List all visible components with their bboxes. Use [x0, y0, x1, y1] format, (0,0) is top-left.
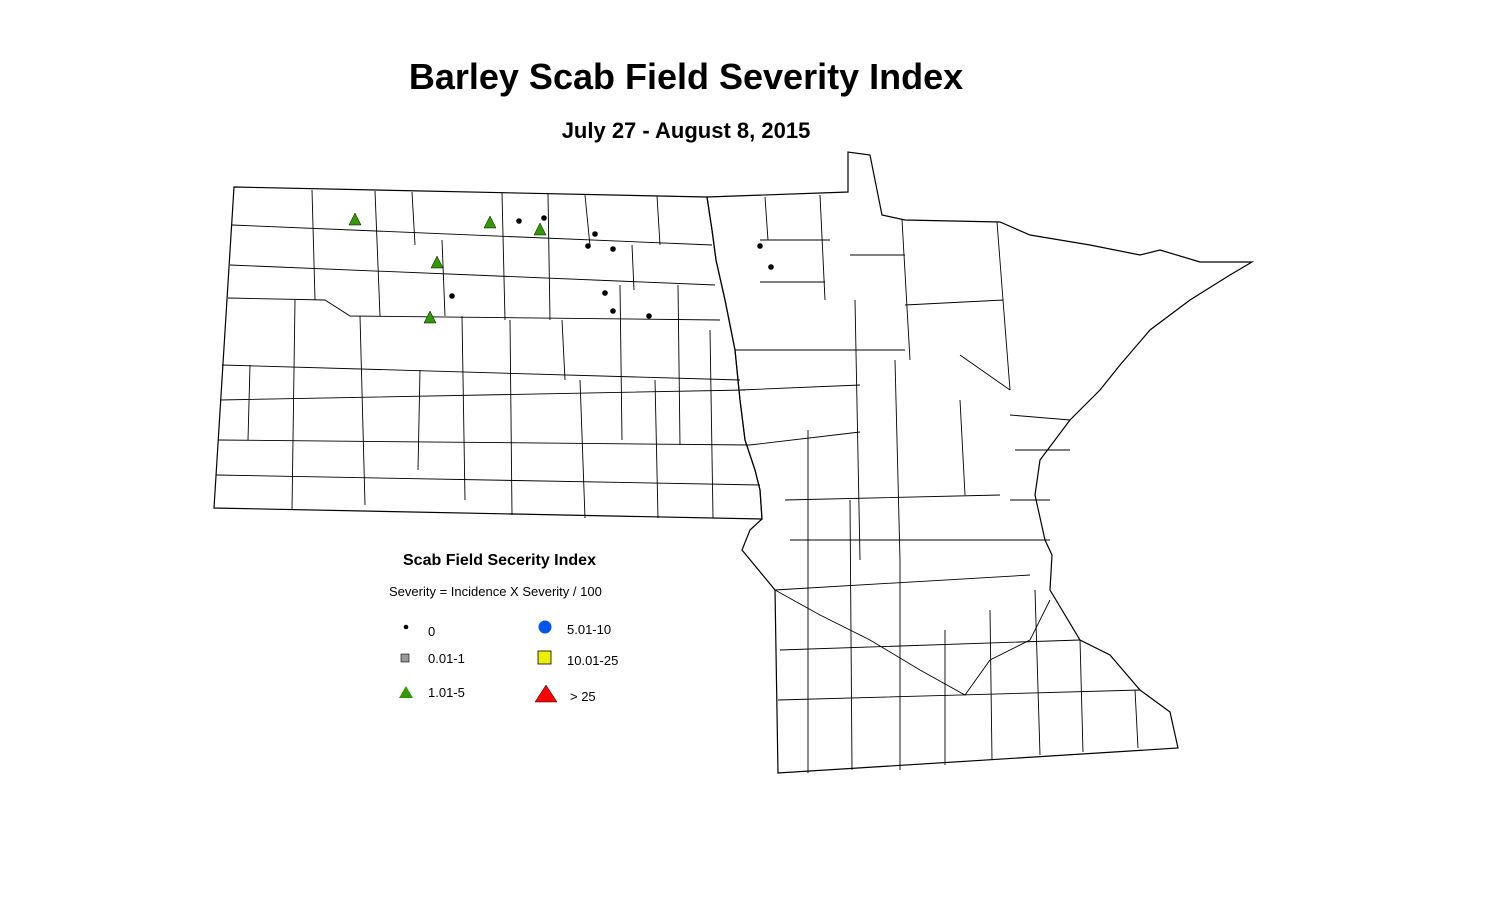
- map-subtitle: July 27 - August 8, 2015: [561, 118, 811, 143]
- legend-title: Scab Field Secerity Index: [403, 552, 596, 569]
- dot-marker: [585, 243, 591, 249]
- dot-marker: [541, 215, 547, 221]
- legend-label: > 25: [570, 689, 596, 704]
- minnesota-outline: [706, 151, 1255, 774]
- triangle-marker: [348, 212, 362, 226]
- dot-marker: [757, 243, 763, 249]
- triangle-marker: [533, 222, 547, 236]
- county-lines: [215, 189, 1141, 773]
- dot-marker: [610, 246, 616, 252]
- triangle-marker: [423, 310, 437, 324]
- north-dakota-outline: [213, 186, 763, 520]
- map-title: Barley Scab Field Severity Index: [408, 56, 964, 97]
- observation-points: [348, 212, 774, 324]
- legend-yellow-square-icon: [537, 650, 552, 665]
- legend-label: 1.01-5: [428, 685, 465, 700]
- dot-marker: [592, 231, 598, 237]
- dot-marker: [516, 218, 522, 224]
- legend-blue-circle-icon: [538, 620, 552, 634]
- dot-marker: [768, 264, 774, 270]
- state-outlines: [213, 151, 1255, 774]
- legend-red-triangle-icon: [534, 684, 558, 703]
- legend-label: 0.01-1: [428, 651, 465, 666]
- legend-label: 5.01-10: [567, 622, 612, 637]
- legend-label: 10.01-25: [567, 653, 619, 668]
- dot-marker: [610, 308, 616, 314]
- triangle-marker: [430, 255, 444, 269]
- dot-marker: [449, 293, 455, 299]
- legend-symbols: [399, 620, 558, 703]
- legend-dot-icon: [403, 624, 409, 630]
- legend-gray-square-icon: [400, 653, 410, 663]
- legend-green-triangle-icon: [399, 686, 413, 698]
- dot-marker: [646, 313, 652, 319]
- dot-marker: [602, 290, 608, 296]
- legend-formula: Severity = Incidence X Severity / 100: [389, 584, 602, 599]
- legend-label: 0: [428, 624, 436, 639]
- triangle-marker: [483, 215, 497, 229]
